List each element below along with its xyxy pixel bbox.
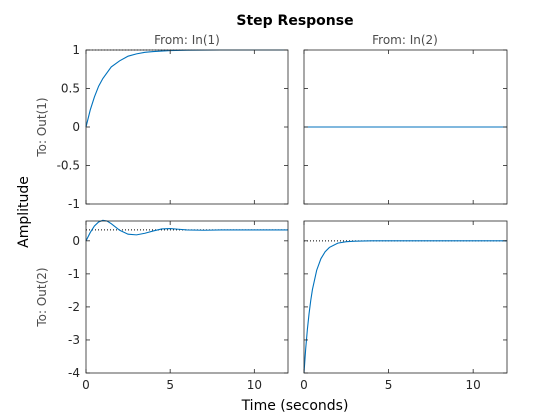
y-tick-label: -0.5	[57, 159, 80, 173]
axes-frame	[303, 220, 508, 374]
panel-r1-c2	[303, 49, 508, 205]
panel-r2-c2: 0 5 10	[300, 220, 508, 392]
x-axis-title: Time (seconds)	[241, 398, 349, 414]
y-tick-label: -3	[68, 333, 80, 347]
row-title-out1: To: Out(1)	[35, 97, 49, 157]
y-tick-label: -2	[68, 300, 80, 314]
y-axis-title: Amplitude	[16, 176, 32, 248]
y-tick-label: -1	[68, 197, 80, 211]
y-tick-label: 0	[72, 234, 80, 248]
x-tick-label: 0	[300, 378, 308, 392]
x-tick-label: 10	[466, 378, 481, 392]
x-tick-label: 10	[247, 378, 262, 392]
y-tick-label: 0	[72, 120, 80, 134]
panel-r2-c1: 0-1-2-3-40 5 10	[68, 219, 289, 392]
x-tick-label: 0	[82, 378, 90, 392]
y-tick-label: -1	[68, 267, 80, 281]
panels-group: 10.50-0.5-10-1-2-3-40 5 10 0 5 10	[57, 43, 508, 392]
response-line-out2-in1	[85, 219, 288, 242]
column-title-in1: From: In(1)	[154, 33, 220, 47]
axes-frame	[85, 49, 289, 205]
response-line-out2-in2	[303, 240, 507, 374]
chart-title: Step Response	[236, 13, 353, 29]
y-tick-label: 0.5	[61, 82, 80, 96]
axes-frame	[85, 220, 289, 374]
column-title-in2: From: In(2)	[372, 33, 438, 47]
response-line-out1-in1	[85, 49, 288, 128]
x-tick-label: 5	[385, 378, 393, 392]
y-tick-label: 1	[72, 43, 80, 57]
panel-r1-c1: 1 0.5 0 -0.5 -1	[57, 43, 289, 211]
x-tick-label: 5	[166, 378, 174, 392]
y-tick-label: -4	[68, 366, 80, 380]
row-title-out2: To: Out(2)	[35, 267, 49, 327]
